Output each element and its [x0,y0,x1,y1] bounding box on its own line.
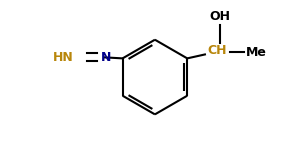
Text: Me: Me [246,46,267,59]
Text: OH: OH [209,10,230,23]
Text: CH: CH [207,44,226,57]
Text: N: N [101,51,111,64]
Text: HN: HN [53,51,74,64]
